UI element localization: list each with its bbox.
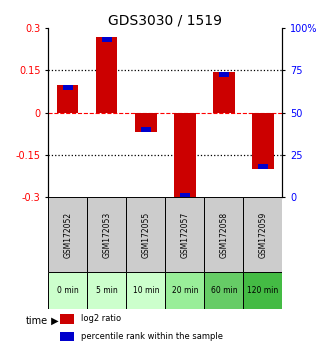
Bar: [243, 272, 282, 309]
Bar: [135, 113, 157, 132]
Bar: [165, 197, 204, 272]
Bar: [258, 164, 268, 169]
Title: GDS3030 / 1519: GDS3030 / 1519: [108, 13, 222, 27]
Text: GSM172057: GSM172057: [180, 211, 189, 258]
Text: 5 min: 5 min: [96, 286, 117, 295]
Bar: [165, 272, 204, 309]
Text: GSM172059: GSM172059: [258, 211, 267, 258]
Text: 20 min: 20 min: [172, 286, 198, 295]
Bar: [219, 72, 229, 77]
Bar: [252, 113, 274, 169]
Bar: [174, 113, 195, 198]
Text: GSM172058: GSM172058: [219, 211, 229, 258]
Bar: [141, 127, 151, 132]
Bar: [204, 272, 243, 309]
Text: GSM172053: GSM172053: [102, 211, 111, 258]
Bar: [87, 272, 126, 309]
Text: log2 ratio: log2 ratio: [81, 314, 121, 324]
Bar: [48, 197, 87, 272]
Bar: [96, 37, 117, 113]
Bar: [60, 314, 74, 324]
Bar: [63, 85, 73, 90]
Text: GSM172055: GSM172055: [141, 211, 150, 258]
Bar: [60, 332, 74, 341]
Bar: [57, 85, 78, 113]
Text: percentile rank within the sample: percentile rank within the sample: [81, 332, 223, 341]
Text: ▶: ▶: [48, 316, 59, 326]
Bar: [126, 197, 165, 272]
Text: GSM172052: GSM172052: [63, 211, 72, 258]
Bar: [102, 37, 112, 42]
Text: 120 min: 120 min: [247, 286, 279, 295]
Bar: [180, 193, 190, 198]
Text: time: time: [26, 316, 48, 326]
Bar: [48, 272, 87, 309]
Bar: [87, 197, 126, 272]
Text: 10 min: 10 min: [133, 286, 159, 295]
Bar: [126, 272, 165, 309]
Bar: [204, 197, 243, 272]
Text: 0 min: 0 min: [57, 286, 79, 295]
Text: 60 min: 60 min: [211, 286, 237, 295]
Bar: [213, 72, 235, 113]
Bar: [243, 197, 282, 272]
